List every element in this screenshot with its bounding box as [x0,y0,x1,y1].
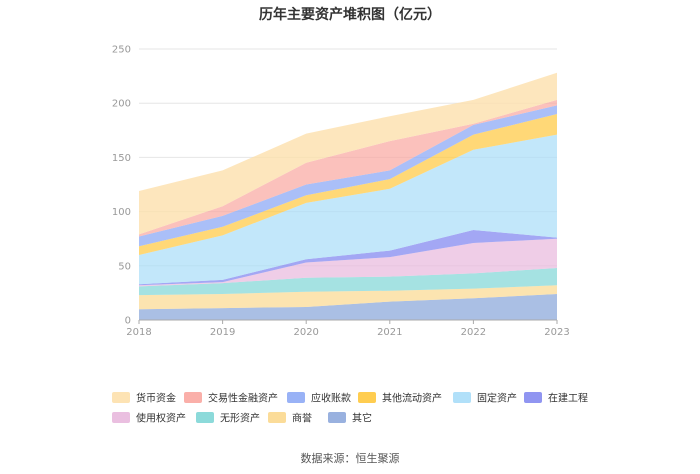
x-tick-label: 2022 [461,327,486,338]
axes: 0 50 100 150 200 250 2018 2019 2020 2021 2022 2023 [112,45,570,339]
x-tick-label: 2019 [210,327,235,338]
y-tick-label: 250 [112,45,131,56]
legend-label: 无形资产 [220,412,260,425]
legend-item-e59bbae5ae9ae8b584e4baa7[interactable]: 固定资产 [453,392,517,405]
legend-item-e4baa4e69893e680a7e98791e89e8de8b584e4baa7[interactable]: 交易性金融资产 [184,392,278,405]
legend-label: 应收账款 [311,392,351,405]
y-tick-label: 200 [112,99,131,110]
area-e4baa4e69893e680a7e98791e89e8de8b584e4baa7 [139,99,557,237]
legend-swatch [196,412,214,423]
area-e4bdbfe794a8e69d83e8b584e4baa7 [139,238,557,287]
area-e5ba94e694b6e8b4a6e6acbe [139,105,557,247]
area-e59bbae5ae9ae8b584e4baa7 [139,134,557,285]
legend-label: 使用权资产 [136,412,186,425]
legend-swatch [268,412,286,423]
area-e585b6e5ae83 [139,294,557,320]
x-tick-label: 2020 [293,327,318,338]
source-text: 数据来源：恒生聚源 [301,451,400,465]
legend-swatch [112,412,130,423]
legend-label: 其他流动资产 [382,392,442,405]
legend-swatch [184,392,202,403]
legend-item-e4bdbfe794a8e69d83e8b584e4baa7[interactable]: 使用权资产 [112,412,186,425]
legend-swatch [453,392,471,403]
legend-label: 在建工程 [548,392,588,405]
legend-swatch [358,392,376,403]
y-tick-label: 50 [118,261,131,272]
area-e59ca8e5bbbae5b7a5e7a88b [139,230,557,286]
area-e8b4a7e5b881e8b584e98791 [139,72,557,235]
legend-item-e585b6e4bb96e6b581e58aa8e8b584e4baa7[interactable]: 其他流动资产 [358,392,442,405]
legend-item-e697a0e5bda2e8b584e4baa7[interactable]: 无形资产 [196,412,260,425]
y-tick-label: 100 [112,207,131,218]
legend-label: 其它 [352,412,372,425]
area-e585b6e4bb96e6b581e58aa8e8b584e4baa7 [139,114,557,255]
legend-swatch [112,392,130,403]
y-tick-label: 0 [125,316,131,327]
legend-label: 固定资产 [477,392,517,405]
legend-label: 货币资金 [136,392,176,405]
legend-label: 交易性金融资产 [208,392,278,405]
legend-item-e59ca8e5bbbae5b7a5e7a88b[interactable]: 在建工程 [524,392,588,405]
legend-swatch [524,392,542,403]
legend-swatch [328,412,346,423]
legend-swatch [287,392,305,403]
x-tick-label: 2018 [126,327,151,338]
x-tick-label: 2021 [377,327,402,338]
area-e59586e8aa89 [139,285,557,310]
area-e697a0e5bda2e8b584e4baa7 [139,268,557,296]
legend-item-e8b4a7e5b881e8b584e98791[interactable]: 货币资金 [112,392,176,405]
legend-item-e5ba94e694b6e8b4a6e6acbe[interactable]: 应收账款 [287,392,351,405]
legend-item-e585b6e5ae83[interactable]: 其它 [328,412,372,425]
y-tick-label: 150 [112,153,131,164]
chart-title: 历年主要资产堆积图（亿元） [259,6,441,23]
area-layers [139,72,557,320]
legend-item-e59586e8aa89[interactable]: 商誉 [268,412,312,425]
legend-label: 商誉 [292,412,312,425]
x-tick-label: 2023 [544,327,569,338]
